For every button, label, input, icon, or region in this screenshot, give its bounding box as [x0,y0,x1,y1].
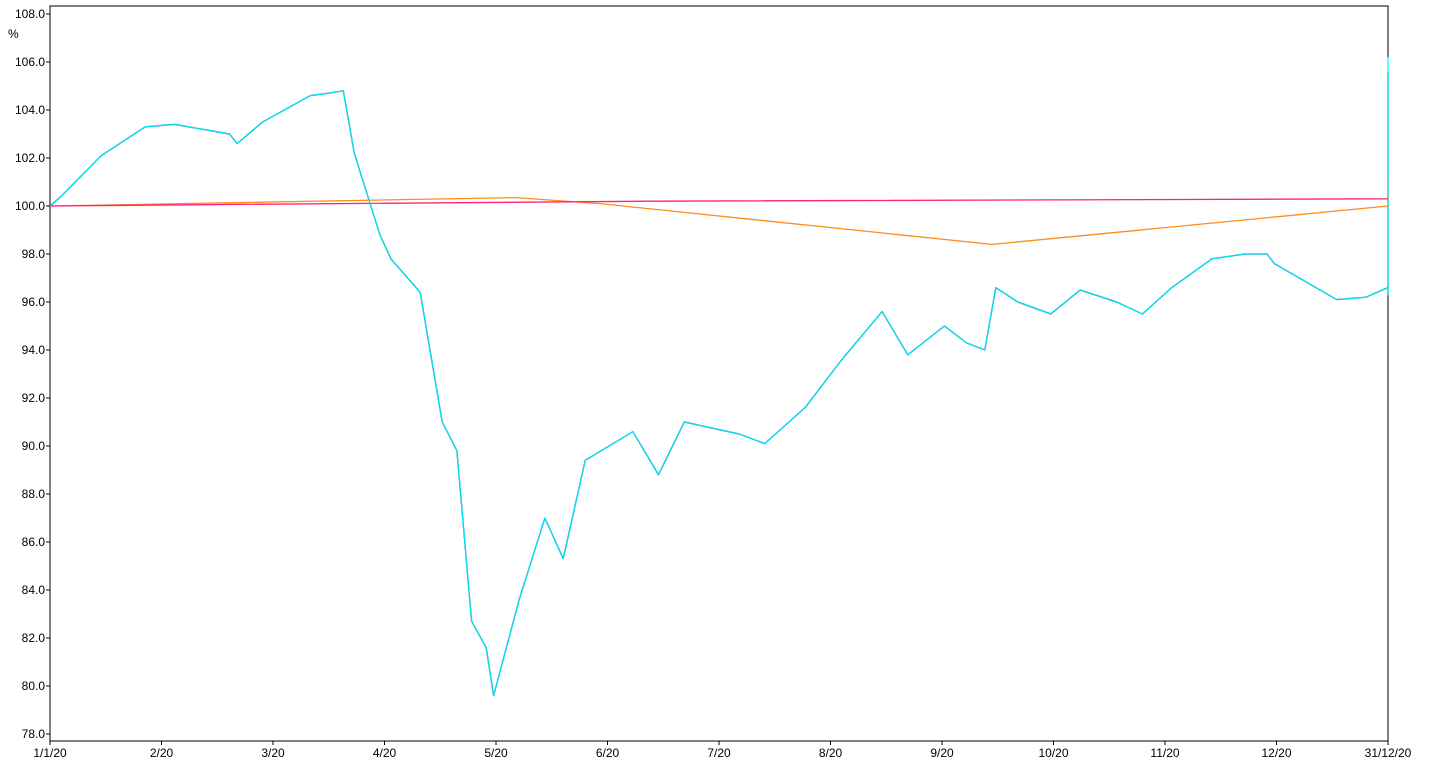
y-tick-label: 104.0 [15,103,45,117]
y-tick-label: 102.0 [15,151,45,165]
y-tick-label: 94.0 [22,343,46,357]
y-tick-label: 92.0 [22,391,46,405]
x-tick-label: 5/20 [484,746,508,760]
x-tick-label: 10/20 [1038,746,1068,760]
x-tick-label: 12/20 [1261,746,1291,760]
plot-frame [49,5,1389,742]
x-tick-label: 8/20 [819,746,843,760]
y-axis: 78.0 80.0 82.0 84.0 86.0 88.0 90.0 92.0 94.0 96.0… [15,7,50,741]
y-tick-label: 88.0 [22,487,46,501]
x-tick-label: 6/20 [596,746,620,760]
x-tick-label: 9/20 [930,746,954,760]
series-layer [49,57,1389,697]
y-tick-label: 98.0 [22,247,46,261]
y-tick-label: 100.0 [15,199,45,213]
series-line-1-overlay [49,57,1389,696]
y-tick-label: 106.0 [15,55,45,69]
y-axis-unit-label: % [8,27,19,41]
y-tick-label: 84.0 [22,583,46,597]
x-tick-label: 2/20 [150,746,174,760]
y-tick-label: 82.0 [22,631,46,645]
y-tick-label: 80.0 [22,679,46,693]
y-tick-label: 90.0 [22,439,46,453]
x-tick-label: 3/20 [261,746,285,760]
x-tick-label: 31/12/20 [1365,746,1412,760]
y-tick-label: 108.0 [15,7,45,21]
x-tick-label: 4/20 [373,746,397,760]
y-tick-label: 96.0 [22,295,46,309]
y-tick-label: 78.0 [22,727,46,741]
x-tick-label: 7/20 [707,746,731,760]
x-tick-label: 11/20 [1150,746,1179,760]
y-tick-label: 86.0 [22,535,46,549]
x-axis: 1/1/20 2/20 3/20 4/20 5/20 6/20 7/20 8/20 9/20 10… [33,741,1412,760]
x-tick-label: 1/1/20 [33,746,67,760]
